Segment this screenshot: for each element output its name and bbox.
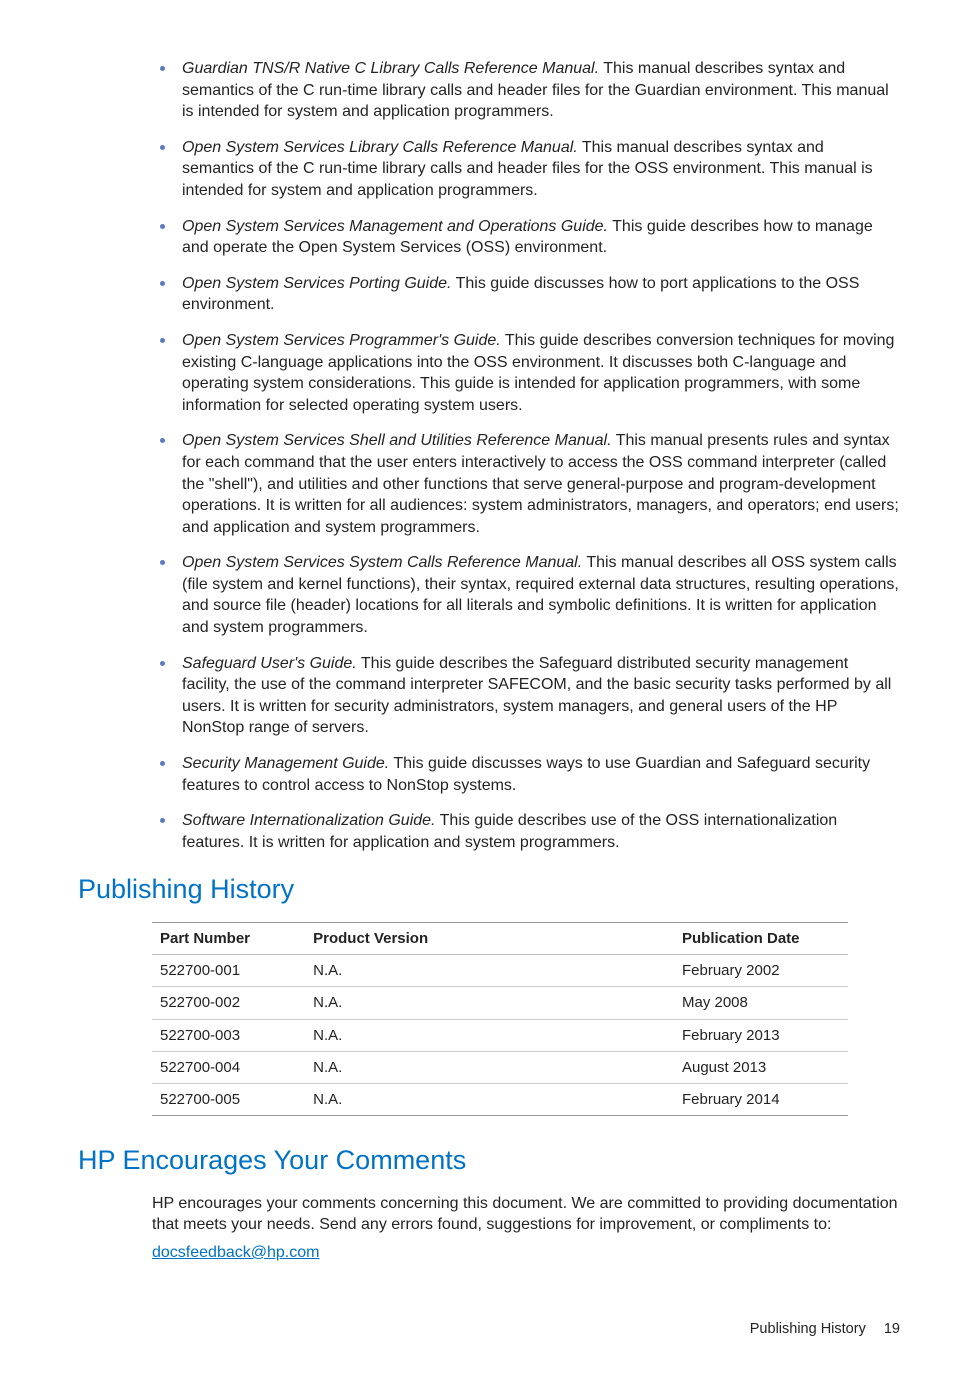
table-header-row: Part Number Product Version Publication … [152,922,848,954]
list-item: Security Management Guide. This guide di… [182,753,900,796]
table-cell: N.A. [305,987,674,1019]
table-cell: May 2008 [674,987,848,1019]
list-item: Guardian TNS/R Native C Library Calls Re… [182,58,900,123]
col-publication-date: Publication Date [674,922,848,954]
col-product-version: Product Version [305,922,674,954]
list-item: Open System Services Management and Oper… [182,216,900,259]
table-cell: N.A. [305,1084,674,1116]
doc-title: Guardian TNS/R Native C Library Calls Re… [182,60,599,77]
table-cell: 522700-003 [152,1019,305,1051]
list-item: Open System Services Shell and Utilities… [182,430,900,538]
table-cell: N.A. [305,1051,674,1083]
doc-title: Open System Services Porting Guide. [182,275,451,292]
comments-body: HP encourages your comments concerning t… [78,1193,900,1264]
comments-heading: HP Encourages Your Comments [78,1142,900,1178]
page-footer: Publishing History 19 [78,1320,900,1340]
doc-title: Open System Services Programmer's Guide. [182,332,501,349]
table-cell: 522700-001 [152,955,305,987]
list-item: Open System Services System Calls Refere… [182,552,900,638]
table-row: 522700-003N.A.February 2013 [152,1019,848,1051]
col-part-number: Part Number [152,922,305,954]
footer-page-number: 19 [884,1320,900,1340]
table-row: 522700-005N.A.February 2014 [152,1084,848,1116]
doc-title: Security Management Guide. [182,755,389,772]
table-cell: 522700-004 [152,1051,305,1083]
doc-title: Open System Services Management and Oper… [182,218,608,235]
publishing-history-heading: Publishing History [78,871,900,907]
publishing-history-table-wrap: Part Number Product Version Publication … [78,922,900,1117]
list-item: Open System Services Programmer's Guide.… [182,330,900,416]
table-cell: N.A. [305,955,674,987]
table-cell: N.A. [305,1019,674,1051]
related-docs-list: Guardian TNS/R Native C Library Calls Re… [78,58,900,853]
table-cell: 522700-002 [152,987,305,1019]
doc-title: Safeguard User's Guide. [182,655,357,672]
table-row: 522700-004N.A.August 2013 [152,1051,848,1083]
doc-title: Open System Services Shell and Utilities… [182,432,612,449]
table-cell: 522700-005 [152,1084,305,1116]
feedback-email-link[interactable]: docsfeedback@hp.com [152,1244,319,1261]
table-cell: August 2013 [674,1051,848,1083]
publishing-history-table: Part Number Product Version Publication … [152,922,848,1117]
list-item: Open System Services Library Calls Refer… [182,137,900,202]
table-cell: February 2002 [674,955,848,987]
comments-text: HP encourages your comments concerning t… [152,1193,900,1236]
table-cell: February 2014 [674,1084,848,1116]
table-cell: February 2013 [674,1019,848,1051]
table-row: 522700-002N.A.May 2008 [152,987,848,1019]
table-row: 522700-001N.A.February 2002 [152,955,848,987]
publishing-history-tbody: 522700-001N.A.February 2002522700-002N.A… [152,955,848,1116]
doc-title: Open System Services Library Calls Refer… [182,139,578,156]
doc-title: Open System Services System Calls Refere… [182,554,582,571]
list-item: Open System Services Porting Guide. This… [182,273,900,316]
page-body: Guardian TNS/R Native C Library Calls Re… [0,0,954,1395]
list-item: Software Internationalization Guide. Thi… [182,810,900,853]
footer-section-title: Publishing History [750,1321,866,1337]
list-item: Safeguard User's Guide. This guide descr… [182,653,900,739]
doc-title: Software Internationalization Guide. [182,812,435,829]
